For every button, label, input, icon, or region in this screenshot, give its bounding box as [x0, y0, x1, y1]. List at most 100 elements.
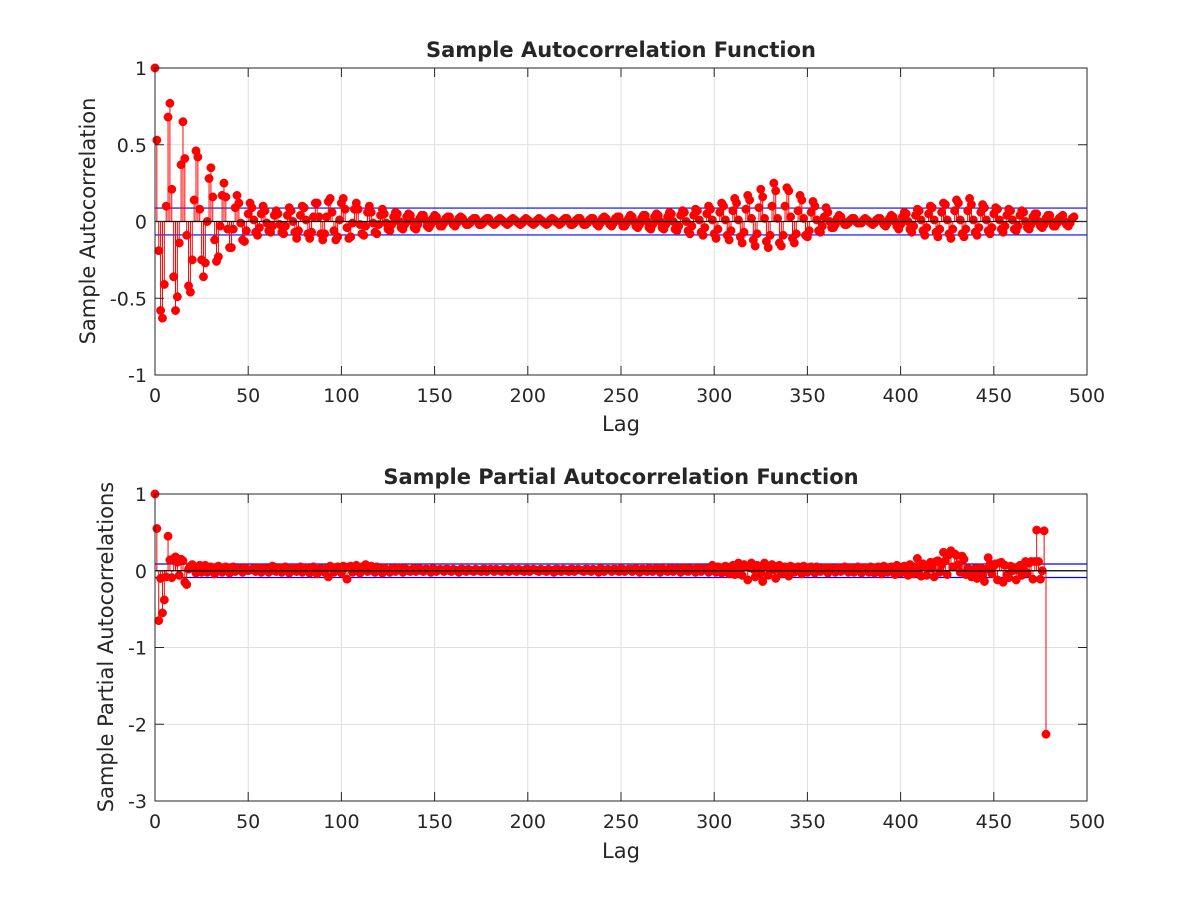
acf-x-tick-label: 450	[976, 385, 1012, 407]
acf-marker	[1013, 221, 1023, 231]
acf-marker	[752, 229, 762, 239]
acf-marker	[739, 227, 749, 237]
acf-marker	[732, 198, 742, 208]
acf-marker	[707, 215, 717, 225]
acf-marker	[254, 223, 264, 233]
acf-marker	[916, 215, 926, 225]
acf-marker	[213, 252, 223, 262]
pacf-marker	[154, 616, 164, 626]
acf-marker	[226, 243, 236, 253]
acf-marker	[804, 226, 814, 236]
acf-marker	[210, 235, 220, 245]
pacf-y-tick-label: 0	[135, 561, 147, 583]
pacf-marker	[1028, 574, 1038, 584]
acf-marker	[172, 292, 182, 302]
acf-marker	[152, 135, 162, 145]
acf-marker	[773, 213, 783, 223]
acf-marker	[232, 190, 242, 200]
acf-marker	[200, 258, 210, 268]
acf-marker	[666, 209, 676, 219]
acf-marker	[219, 178, 229, 188]
acf-marker	[260, 206, 270, 216]
acf-marker	[737, 238, 747, 248]
pacf-marker	[182, 580, 192, 590]
acf-marker	[724, 235, 734, 245]
acf-marker	[733, 215, 743, 225]
acf-marker	[286, 206, 296, 216]
acf-marker	[314, 212, 324, 222]
acf-marker	[950, 206, 960, 216]
acf-y-tick-label: -0.5	[110, 288, 147, 310]
acf-marker	[348, 218, 358, 228]
acf-marker	[778, 230, 788, 240]
acf-marker	[159, 279, 169, 289]
acf-marker	[1019, 207, 1029, 217]
acf-x-tick-label: 350	[789, 385, 825, 407]
pacf-y-axis-label: Sample Partial Autocorrelations	[94, 482, 118, 812]
pacf-marker	[935, 567, 945, 577]
pacf-x-tick-label: 0	[149, 811, 161, 833]
pacf-x-tick-label: 400	[882, 811, 918, 833]
acf-marker	[204, 174, 214, 183]
acf-marker	[771, 186, 781, 196]
acf-title: Sample Autocorrelation Function	[426, 38, 816, 62]
acf-marker	[955, 215, 965, 225]
acf-marker	[325, 194, 335, 203]
pacf-x-ticks: 0 50 100 150 200 250 300 350 400 450 500	[149, 494, 1105, 833]
acf-marker	[741, 204, 751, 214]
pacf-y-tick-label: -2	[128, 714, 147, 736]
acf-marker	[784, 186, 794, 196]
acf-marker	[937, 207, 947, 217]
acf-marker	[178, 117, 188, 127]
acf-marker	[914, 206, 924, 216]
acf-marker	[791, 229, 801, 239]
acf-marker	[817, 221, 827, 231]
acf-marker	[193, 152, 203, 162]
acf-marker	[769, 178, 779, 188]
acf-marker	[810, 201, 820, 211]
acf-marker	[327, 207, 337, 217]
pacf-marker	[174, 570, 184, 580]
acf-x-tick-label: 150	[416, 385, 452, 407]
acf-marker	[1069, 212, 1079, 222]
acf-marker	[711, 233, 721, 243]
acf-marker	[253, 230, 262, 240]
acf-marker	[966, 200, 976, 210]
acf-marker	[698, 230, 708, 240]
acf-marker	[338, 194, 348, 203]
acf-x-tick-label: 500	[1069, 385, 1105, 407]
acf-marker	[154, 246, 164, 256]
acf-marker	[750, 241, 760, 251]
pacf-subplot: 0 50 100 150 200 250 300 350 400 450 500 -3-2-101 …	[94, 465, 1105, 863]
acf-marker	[312, 198, 322, 208]
acf-marker	[756, 184, 766, 194]
acf-x-axis-label: Lag	[602, 412, 640, 436]
acf-marker	[909, 221, 919, 231]
acf-marker	[674, 221, 684, 231]
acf-x-tick-label: 50	[236, 385, 260, 407]
acf-marker	[953, 198, 963, 208]
acf-marker	[281, 221, 290, 231]
pacf-marker	[922, 570, 932, 580]
acf-marker	[981, 215, 991, 225]
acf-marker	[726, 226, 736, 236]
acf-marker	[165, 98, 175, 108]
acf-marker	[182, 230, 192, 240]
acf-marker	[745, 195, 755, 205]
acf-marker	[379, 209, 389, 219]
pacf-title: Sample Partial Autocorrelation Function	[383, 465, 858, 489]
acf-marker	[279, 229, 289, 239]
acf-marker	[249, 215, 259, 225]
acf-x-ticks: 0 50 100 150 200 250 300 350 400 450 500	[149, 68, 1105, 407]
acf-marker	[929, 215, 939, 225]
pacf-y-ticks: -3 -2 -1 0 1	[128, 484, 1087, 813]
acf-marker	[301, 215, 311, 225]
acf-marker	[167, 184, 177, 194]
pacf-marker	[942, 570, 952, 580]
pacf-x-tick-label: 100	[323, 811, 359, 833]
pacf-marker	[152, 524, 162, 533]
acf-marker	[927, 203, 937, 213]
acf-marker	[228, 224, 238, 234]
acf-y-axis-label: Sample Autocorrelation	[76, 98, 100, 345]
